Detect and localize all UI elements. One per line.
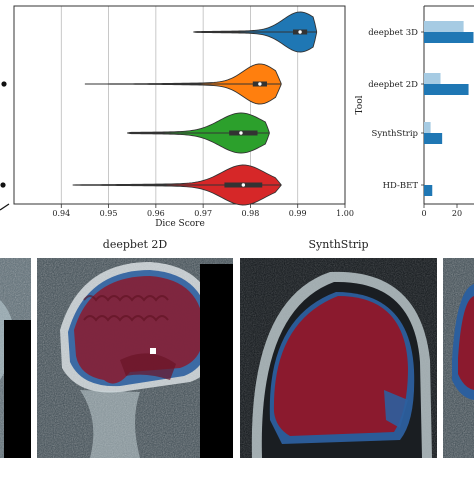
violin-tick-label: 0.96 <box>147 209 165 218</box>
violin-series <box>72 11 318 206</box>
bar <box>424 133 443 144</box>
left-marker-dot <box>1 81 7 87</box>
bar <box>424 185 433 196</box>
mri-panels <box>0 258 474 458</box>
mri-panel-right-cropped <box>443 258 474 458</box>
left-marker-line <box>0 203 10 211</box>
violin-median-dot <box>239 131 243 135</box>
bar-category-label: deepbet 3D <box>368 28 418 38</box>
panel-title-synthstrip: SynthStrip <box>308 238 369 251</box>
mri-panel-synthstrip <box>240 258 437 458</box>
violin-iqr-box <box>229 130 258 136</box>
mri-panel-left-cropped <box>0 258 31 458</box>
left-marker-dot <box>0 182 6 188</box>
bar-series <box>424 21 474 196</box>
bar-category-labels: deepbet 3D deepbet 2D SynthStrip HD-BET <box>368 28 424 191</box>
violin-plot-frame <box>13 5 346 205</box>
bar-chart: deepbet 3D deepbet 2D SynthStrip HD-BET 0 20… <box>355 5 474 218</box>
bar-x-tick-label: 20 <box>452 209 462 218</box>
violin-tick-label: 0.97 <box>194 209 212 218</box>
violin-tick-label: 1.00 <box>336 209 354 218</box>
bar <box>424 84 469 95</box>
violin-x-ticks: 0.94 0.95 0.96 0.97 0.98 0.99 1.00 <box>52 204 354 218</box>
bar-y-label: Tool <box>355 95 365 114</box>
bar <box>424 21 464 32</box>
bar <box>424 73 441 84</box>
mri-panel-deepbet-2d <box>37 258 233 458</box>
violin-median-dot <box>258 82 262 86</box>
violin-median-dot <box>298 30 302 34</box>
violin-tick-label: 0.98 <box>242 209 260 218</box>
bar-category-label: HD-BET <box>383 181 419 191</box>
violin-tick-label: 0.94 <box>52 209 70 218</box>
violin-tick-label: 0.99 <box>289 209 307 218</box>
panel-title-deepbet-2d: deepbet 2D <box>102 238 168 251</box>
brain-overlay <box>74 276 204 384</box>
bar <box>424 122 431 133</box>
bar-x-ticks: 0 20 <box>421 204 462 218</box>
violin-median-dot <box>241 183 246 187</box>
violin-plot: 0.94 0.95 0.96 0.97 0.98 0.99 1.00 Dice Score <box>0 5 354 229</box>
bar-category-label: deepbet 2D <box>368 80 418 90</box>
violin-tick-label: 0.95 <box>100 209 118 218</box>
bar-category-label: SynthStrip <box>372 129 419 139</box>
brain-overlay <box>273 296 408 436</box>
violin-x-label: Dice Score <box>155 219 205 229</box>
bar <box>424 32 474 43</box>
bar-x-tick-label: 0 <box>421 209 426 218</box>
